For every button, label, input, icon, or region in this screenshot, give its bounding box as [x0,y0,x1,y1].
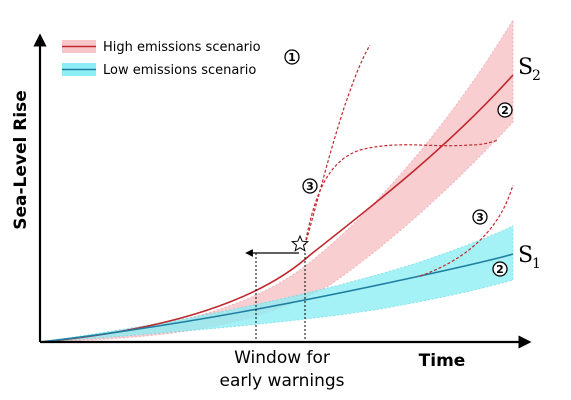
low-scenario-band [39,225,514,343]
svg-text:2: 2 [532,68,541,84]
marker-2-high: 2 [497,102,513,118]
scenario-s1-label: S 1 [518,243,541,272]
window-caption-line2: early warnings [220,371,345,391]
svg-text:1: 1 [288,51,296,64]
svg-text:S: S [518,243,533,268]
svg-text:1: 1 [532,256,541,272]
legend-low-label: Low emissions scenario [103,63,256,78]
svg-text:S: S [518,55,533,80]
svg-text:2: 2 [496,263,504,276]
marker-3-low: 3 [472,209,488,225]
window-caption-line1: Window for [234,348,330,368]
high-tipping-branch [304,44,371,246]
low-scenario-line [39,253,514,343]
high-scenario-line [39,74,514,343]
marker-1: 1 [284,49,300,65]
high-plateau-branch [304,139,499,246]
svg-text:2: 2 [501,104,509,117]
svg-text:3: 3 [306,180,314,193]
marker-3-high: 3 [302,178,318,194]
legend-high-label: High emissions scenario [103,40,261,55]
scenario-s2-label: S 2 [518,55,541,84]
x-axis-label: Time [419,351,466,371]
star-icon [290,234,310,252]
high-scenario-band [39,18,514,343]
low-tipping-branch [419,184,514,277]
y-axis-label: Sea-Level Rise [11,90,31,230]
marker-2-low: 2 [492,261,508,277]
svg-text:3: 3 [476,211,484,224]
